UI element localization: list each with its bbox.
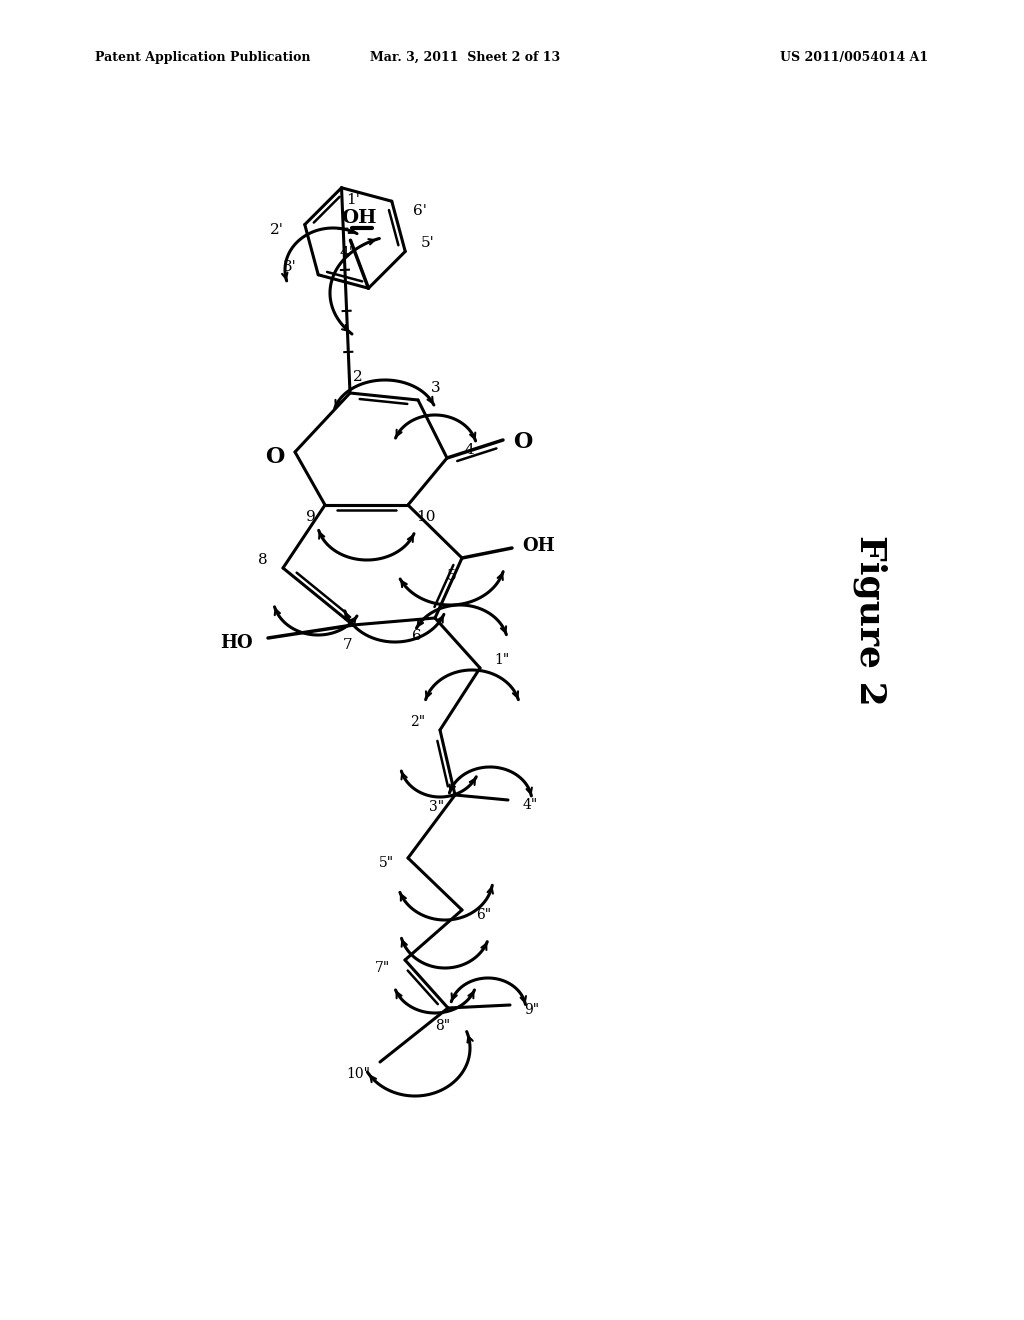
Text: 10: 10 [416,510,436,524]
Text: 7: 7 [343,638,353,652]
Text: US 2011/0054014 A1: US 2011/0054014 A1 [780,50,928,63]
Text: 8: 8 [258,553,268,568]
Text: 7": 7" [376,961,390,975]
Text: OH: OH [522,537,555,554]
Text: 10": 10" [346,1067,370,1081]
Text: O: O [513,432,532,453]
Text: 4": 4" [522,799,538,812]
Text: 2": 2" [411,715,426,729]
Text: 5: 5 [447,569,457,583]
Text: 5': 5' [421,236,434,251]
Text: 6': 6' [413,205,427,218]
Text: OH: OH [341,210,376,227]
Text: O: O [265,446,285,469]
Text: 8": 8" [435,1019,451,1034]
Text: 5": 5" [379,855,393,870]
Text: 4': 4' [340,247,353,260]
Text: 1": 1" [495,653,510,667]
Text: 9": 9" [524,1003,540,1016]
Text: Mar. 3, 2011  Sheet 2 of 13: Mar. 3, 2011 Sheet 2 of 13 [370,50,560,63]
Text: 3': 3' [284,260,297,273]
Text: Patent Application Publication: Patent Application Publication [95,50,310,63]
Text: 2: 2 [353,370,362,384]
Text: 3: 3 [431,381,440,395]
Text: 6: 6 [412,630,422,643]
Text: 9: 9 [306,510,315,524]
Text: 4: 4 [464,444,474,457]
Text: 6": 6" [476,908,492,921]
Text: Figure 2: Figure 2 [853,535,887,705]
Text: 2': 2' [270,223,284,236]
Text: 3": 3" [429,800,444,814]
Text: HO: HO [220,634,253,652]
Text: 1': 1' [346,193,360,207]
